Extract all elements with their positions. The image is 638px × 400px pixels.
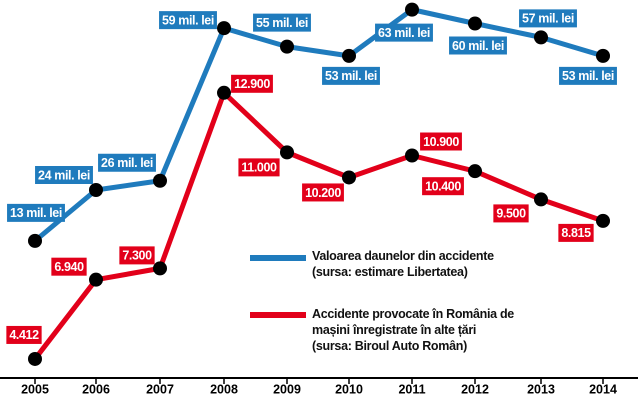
data-point bbox=[153, 261, 167, 276]
data-label-box bbox=[6, 325, 42, 344]
data-point bbox=[153, 173, 167, 188]
x-tick-label: 2006 bbox=[82, 382, 110, 396]
series-line bbox=[33, 90, 604, 361]
data-point bbox=[534, 30, 548, 45]
data-point bbox=[405, 2, 419, 17]
data-label: 12.900 bbox=[234, 77, 270, 91]
x-tick-label: 2007 bbox=[146, 382, 174, 396]
data-label-box bbox=[119, 246, 155, 265]
x-tick-label: 2009 bbox=[273, 382, 301, 396]
data-label-box bbox=[98, 153, 156, 172]
data-point bbox=[468, 164, 482, 179]
x-tick-label: 2008 bbox=[210, 382, 238, 396]
data-label: 11.000 bbox=[241, 161, 277, 175]
data-point bbox=[596, 48, 610, 63]
data-label-box bbox=[231, 74, 273, 93]
data-label: 13 mil. lei bbox=[10, 206, 62, 220]
data-label-box bbox=[559, 66, 617, 85]
data-point bbox=[217, 85, 231, 100]
data-point bbox=[342, 48, 356, 63]
x-tick-label: 2010 bbox=[335, 382, 363, 396]
data-label: 53 mil. lei bbox=[325, 69, 377, 83]
legend-source: (sursa: estimare Libertatea) bbox=[312, 265, 468, 279]
data-label-box bbox=[7, 203, 65, 222]
data-point bbox=[28, 351, 42, 366]
data-label-box bbox=[238, 158, 280, 177]
data-label-box bbox=[420, 132, 462, 151]
data-label: 59 mil. lei bbox=[162, 13, 214, 27]
data-label: 10.400 bbox=[425, 179, 461, 193]
data-point bbox=[342, 170, 356, 185]
x-tick-label: 2011 bbox=[398, 382, 425, 396]
legend-entry: Valoarea daunelor din accidente (sursa: … bbox=[312, 248, 522, 280]
data-label: 8.815 bbox=[561, 226, 591, 240]
data-point bbox=[89, 272, 103, 287]
legend-label: Accidente provocate în România de mașini… bbox=[312, 307, 514, 337]
x-tick-label: 2012 bbox=[461, 382, 489, 396]
legend-source: (sursa: Biroul Auto Român) bbox=[312, 339, 467, 353]
data-label-box bbox=[449, 36, 507, 55]
data-label: 6.940 bbox=[54, 260, 84, 274]
data-label-box bbox=[35, 166, 93, 184]
data-point bbox=[217, 21, 231, 36]
x-tick-label: 2013 bbox=[527, 382, 555, 396]
data-point bbox=[596, 213, 610, 228]
data-label-box bbox=[558, 223, 594, 242]
data-label-box bbox=[493, 204, 529, 223]
data-label-box bbox=[422, 177, 464, 196]
data-label: 9.500 bbox=[496, 207, 526, 221]
data-label: 24 mil. lei bbox=[38, 168, 90, 182]
data-point bbox=[405, 148, 419, 163]
data-point bbox=[89, 183, 103, 197]
data-point bbox=[28, 233, 42, 248]
data-point bbox=[280, 145, 294, 160]
legend-label: Valoarea daunelor din accidente bbox=[312, 249, 494, 263]
data-label: 60 mil. lei bbox=[452, 39, 504, 53]
data-point bbox=[468, 16, 482, 31]
legend-entry: Accidente provocate în România de mașini… bbox=[312, 306, 517, 354]
data-label: 7.300 bbox=[122, 249, 152, 263]
data-label: 26 mil. lei bbox=[101, 156, 153, 170]
data-label: 10.200 bbox=[305, 186, 341, 200]
data-point bbox=[534, 192, 548, 207]
data-labels: 13 mil. lei 24 mil. lei 26 mil. lei 59 mil.… bbox=[6, 9, 617, 344]
data-label-box bbox=[253, 13, 311, 32]
series-line bbox=[33, 7, 604, 243]
x-tick-label: 2014 bbox=[589, 382, 617, 396]
data-label: 63 mil. lei bbox=[378, 26, 430, 40]
data-point bbox=[280, 39, 294, 54]
x-tick-label: 2005 bbox=[21, 382, 49, 396]
data-label-box bbox=[519, 9, 577, 28]
data-label: 10.900 bbox=[423, 135, 459, 149]
data-label: 53 mil. lei bbox=[562, 69, 614, 83]
data-label: 55 mil. lei bbox=[256, 16, 308, 30]
data-label: 57 mil. lei bbox=[522, 12, 574, 26]
data-label-box bbox=[322, 66, 380, 85]
data-label-box bbox=[302, 183, 344, 202]
data-label-box bbox=[159, 11, 217, 30]
data-label-box bbox=[51, 257, 87, 276]
data-label-box bbox=[375, 23, 433, 42]
data-label: 4.412 bbox=[9, 328, 39, 342]
